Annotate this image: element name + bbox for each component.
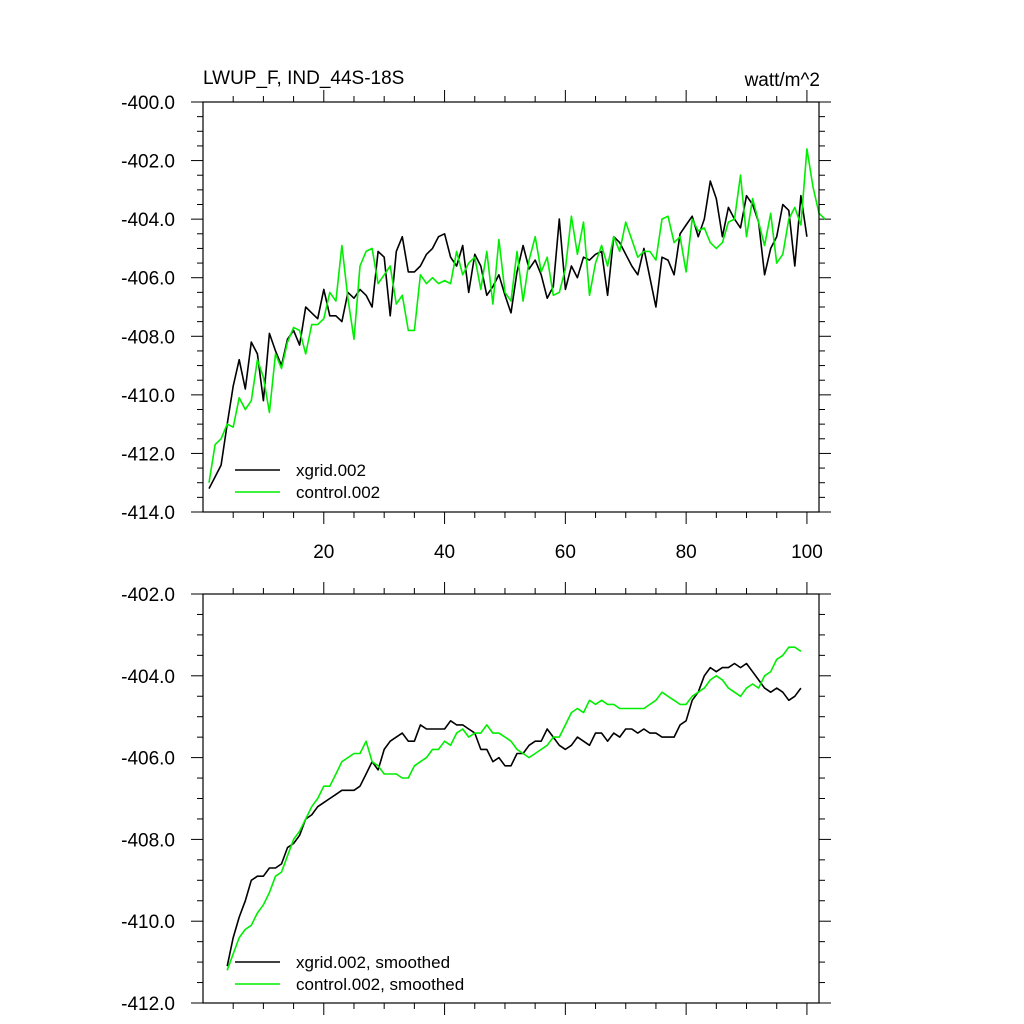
x-tick-label: 40 (434, 542, 455, 563)
top-panel-lines (208, 148, 826, 489)
bottom-panel: -402.0 -404.0 -406.0 -408.0 -410.0 -412.0 xgr… (121, 582, 831, 1015)
x-tick-label: 20 (313, 542, 334, 563)
y-tick-label: -400.0 (121, 93, 175, 114)
legend-label: xgrid.002 (296, 461, 366, 480)
bottom-panel-ticks (191, 582, 831, 1015)
chart-title: LWUP_F, IND_44S-18S (203, 68, 404, 89)
y-tick-label: -408.0 (121, 327, 175, 348)
y-tick-label: -408.0 (121, 830, 175, 851)
bottom-panel-frame (202, 593, 820, 1004)
series-line-control-002-smoothed (226, 646, 802, 971)
units-label: watt/m^2 (744, 70, 820, 91)
top-panel: -400.0 -402.0 -404.0 -406.0 -408.0 -410.0 -412… (121, 90, 831, 563)
legend-label: control.002, smoothed (296, 975, 464, 994)
legend-label: xgrid.002, smoothed (296, 953, 450, 972)
bottom-panel-tick-labels: -402.0 -404.0 -406.0 -408.0 -410.0 -412.0 (121, 585, 175, 1015)
series-line-control-002 (208, 148, 826, 483)
y-tick-label: -402.0 (121, 585, 175, 606)
y-tick-label: -410.0 (121, 912, 175, 933)
top-panel-ticks (191, 90, 831, 524)
y-tick-label: -406.0 (121, 749, 175, 770)
y-tick-label: -404.0 (121, 667, 175, 688)
x-tick-label: 80 (676, 542, 697, 563)
y-tick-label: -402.0 (121, 152, 175, 173)
bottom-panel-legend: xgrid.002, smoothed control.002, smoothed (235, 953, 464, 994)
bottom-panel-lines (226, 646, 802, 971)
x-tick-label: 100 (791, 542, 823, 563)
legend-label: control.002 (296, 483, 380, 502)
y-tick-label: -410.0 (121, 386, 175, 407)
top-panel-legend: xgrid.002 control.002 (235, 461, 380, 502)
y-tick-label: -412.0 (121, 994, 175, 1015)
top-panel-tick-labels: -400.0 -402.0 -404.0 -406.0 -408.0 -410.0 -412… (121, 93, 823, 563)
top-panel-frame (202, 101, 820, 513)
y-tick-label: -406.0 (121, 269, 175, 290)
y-tick-label: -404.0 (121, 210, 175, 231)
x-tick-label: 60 (555, 542, 576, 563)
series-line-xgrid-002 (208, 180, 808, 489)
y-tick-label: -412.0 (121, 444, 175, 465)
y-tick-label: -414.0 (121, 503, 175, 524)
series-line-xgrid-002-smoothed (226, 662, 802, 967)
